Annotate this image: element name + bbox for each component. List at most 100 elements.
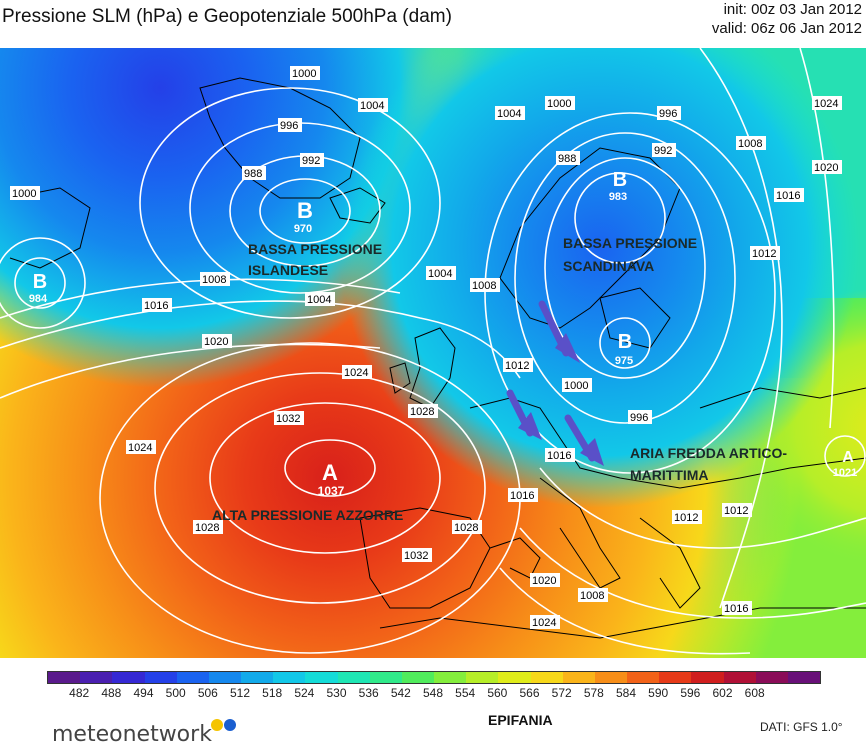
isobar-label: 1012 xyxy=(503,358,533,372)
svg-text:1028: 1028 xyxy=(410,406,434,418)
color-swatch xyxy=(80,672,113,683)
color-scale-tick: 518 xyxy=(262,686,283,700)
svg-text:B: B xyxy=(297,198,313,223)
svg-text:984: 984 xyxy=(29,293,48,305)
color-scale-tick: 524 xyxy=(294,686,315,700)
isobar-label: 1024 xyxy=(342,365,372,379)
isobar-label: 1004 xyxy=(495,106,525,120)
svg-text:992: 992 xyxy=(302,155,320,167)
color-swatch xyxy=(112,672,145,683)
isobar-label: 1008 xyxy=(736,136,766,150)
svg-text:A: A xyxy=(322,460,338,485)
color-swatch xyxy=(498,672,531,683)
color-scale-tick: 530 xyxy=(326,686,347,700)
svg-text:1000: 1000 xyxy=(547,98,571,110)
color-scale-ticks: 482 488 494 500 506 512 518 524 530 536 542 548 554 5… xyxy=(47,686,819,702)
svg-text:983: 983 xyxy=(609,191,627,203)
color-scale-tick: 596 xyxy=(680,686,701,700)
annotations: BASSA PRESSIONE ISLANDESE BASSA PRESSION… xyxy=(212,235,787,523)
svg-text:1012: 1012 xyxy=(674,512,698,524)
isobar-label: 1008 xyxy=(200,272,230,286)
svg-text:B: B xyxy=(33,271,47,293)
color-swatch xyxy=(594,672,628,683)
isobar-label: 1016 xyxy=(142,298,172,312)
color-scale-tick: 554 xyxy=(455,686,476,700)
isobar-label: 1020 xyxy=(530,573,560,587)
isobar-label: 1032 xyxy=(274,411,304,425)
svg-text:1008: 1008 xyxy=(472,280,496,292)
annotation-scand-1: BASSA PRESSIONE xyxy=(563,235,697,251)
svg-text:1016: 1016 xyxy=(776,190,800,202)
color-swatch xyxy=(208,672,242,683)
isobar-label: 1024 xyxy=(812,96,842,110)
isobar-label: 1020 xyxy=(202,334,232,348)
svg-text:B: B xyxy=(613,169,627,191)
color-swatch xyxy=(723,672,756,683)
color-scale-tick: 548 xyxy=(422,686,444,700)
init-time: init: 00z 03 Jan 2012 xyxy=(723,1,862,18)
svg-text:1016: 1016 xyxy=(547,450,571,462)
isobar-label: 996 xyxy=(628,410,652,424)
svg-text:1020: 1020 xyxy=(532,575,556,587)
svg-text:970: 970 xyxy=(294,223,312,235)
color-swatch xyxy=(401,672,435,683)
isobar-labels: 1000 1004 996 992 988 1000 1004 1008 101… xyxy=(10,66,842,629)
color-scale-tick: 560 xyxy=(487,686,508,700)
color-scale-tick: 566 xyxy=(519,686,540,700)
isobar-label: 1028 xyxy=(408,404,438,418)
isobars xyxy=(0,48,866,655)
isobar-label: 1032 xyxy=(402,548,432,562)
color-swatch xyxy=(305,672,338,683)
isobar-label: 1016 xyxy=(545,448,575,462)
color-scale-tick: 578 xyxy=(583,686,604,700)
svg-text:1032: 1032 xyxy=(276,413,300,425)
color-scale-tick: 506 xyxy=(197,686,218,700)
color-scale-bar xyxy=(47,671,821,684)
svg-text:A: A xyxy=(842,449,854,466)
svg-text:996: 996 xyxy=(659,108,677,120)
color-scale-tick: 488 xyxy=(101,686,122,700)
color-scale-tick: 500 xyxy=(165,686,186,700)
isobar-label: 1012 xyxy=(672,510,702,524)
color-scale-tick: 584 xyxy=(615,686,637,700)
svg-text:988: 988 xyxy=(244,168,262,180)
svg-text:988: 988 xyxy=(558,153,576,165)
meteonetwork-logo: meteonetwork xyxy=(52,722,212,747)
isobar-label: 992 xyxy=(300,153,324,167)
svg-text:1004: 1004 xyxy=(307,294,331,306)
svg-text:1016: 1016 xyxy=(144,300,168,312)
svg-text:1020: 1020 xyxy=(814,162,838,174)
svg-text:1000: 1000 xyxy=(12,188,36,200)
isobar-label: 1016 xyxy=(774,188,804,202)
isobar-label: 1016 xyxy=(722,601,752,615)
svg-text:1024: 1024 xyxy=(814,98,838,110)
svg-text:1020: 1020 xyxy=(204,336,228,348)
chart-title: Pressione SLM (hPa) e Geopotenziale 500h… xyxy=(2,6,452,27)
svg-text:1008: 1008 xyxy=(580,590,604,602)
svg-text:B: B xyxy=(618,331,632,353)
isobar-label: 1004 xyxy=(305,292,335,306)
color-scale-tick: 482 xyxy=(69,686,90,700)
svg-text:1000: 1000 xyxy=(292,68,316,80)
svg-text:1012: 1012 xyxy=(505,360,529,372)
annotation-iceland-1: BASSA PRESSIONE xyxy=(248,241,382,257)
svg-text:996: 996 xyxy=(630,412,648,424)
svg-text:996: 996 xyxy=(280,120,298,132)
isobar-label: 1004 xyxy=(358,98,388,112)
event-label: EPIFANIA xyxy=(488,712,553,728)
svg-text:975: 975 xyxy=(615,355,633,367)
color-swatch xyxy=(48,672,81,683)
isobar-label: 1012 xyxy=(722,503,752,517)
isobar-label: 1000 xyxy=(290,66,320,80)
scandinavian-low-field xyxy=(0,48,866,658)
isobar-label: 1016 xyxy=(508,488,538,502)
color-swatch xyxy=(691,672,724,683)
run-info: init: 00z 03 Jan 2012 valid: 06z 06 Jan … xyxy=(712,0,862,38)
synoptic-map: 1000 1004 996 992 988 1000 1004 1008 101… xyxy=(0,48,866,658)
color-swatch xyxy=(369,672,402,683)
svg-text:1021: 1021 xyxy=(833,467,857,479)
color-swatch xyxy=(659,672,692,683)
